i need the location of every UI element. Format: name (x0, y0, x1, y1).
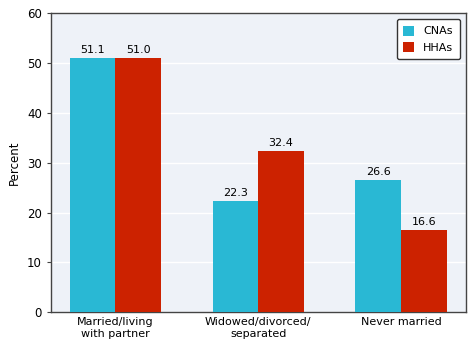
Bar (258, 151, 304, 312)
Text: 51.0: 51.0 (126, 45, 151, 55)
Bar (401, 229, 447, 312)
Text: 51.1: 51.1 (80, 45, 105, 55)
Text: 22.3: 22.3 (223, 188, 248, 198)
Text: 32.4: 32.4 (269, 138, 293, 148)
Bar (356, 180, 401, 312)
Y-axis label: Percent: Percent (9, 141, 21, 185)
Bar (212, 201, 258, 312)
Bar (115, 58, 161, 312)
Legend: CNAs, HHAs: CNAs, HHAs (397, 19, 460, 59)
Text: 26.6: 26.6 (366, 167, 391, 177)
Bar (70, 58, 115, 312)
Text: 16.6: 16.6 (411, 217, 436, 227)
